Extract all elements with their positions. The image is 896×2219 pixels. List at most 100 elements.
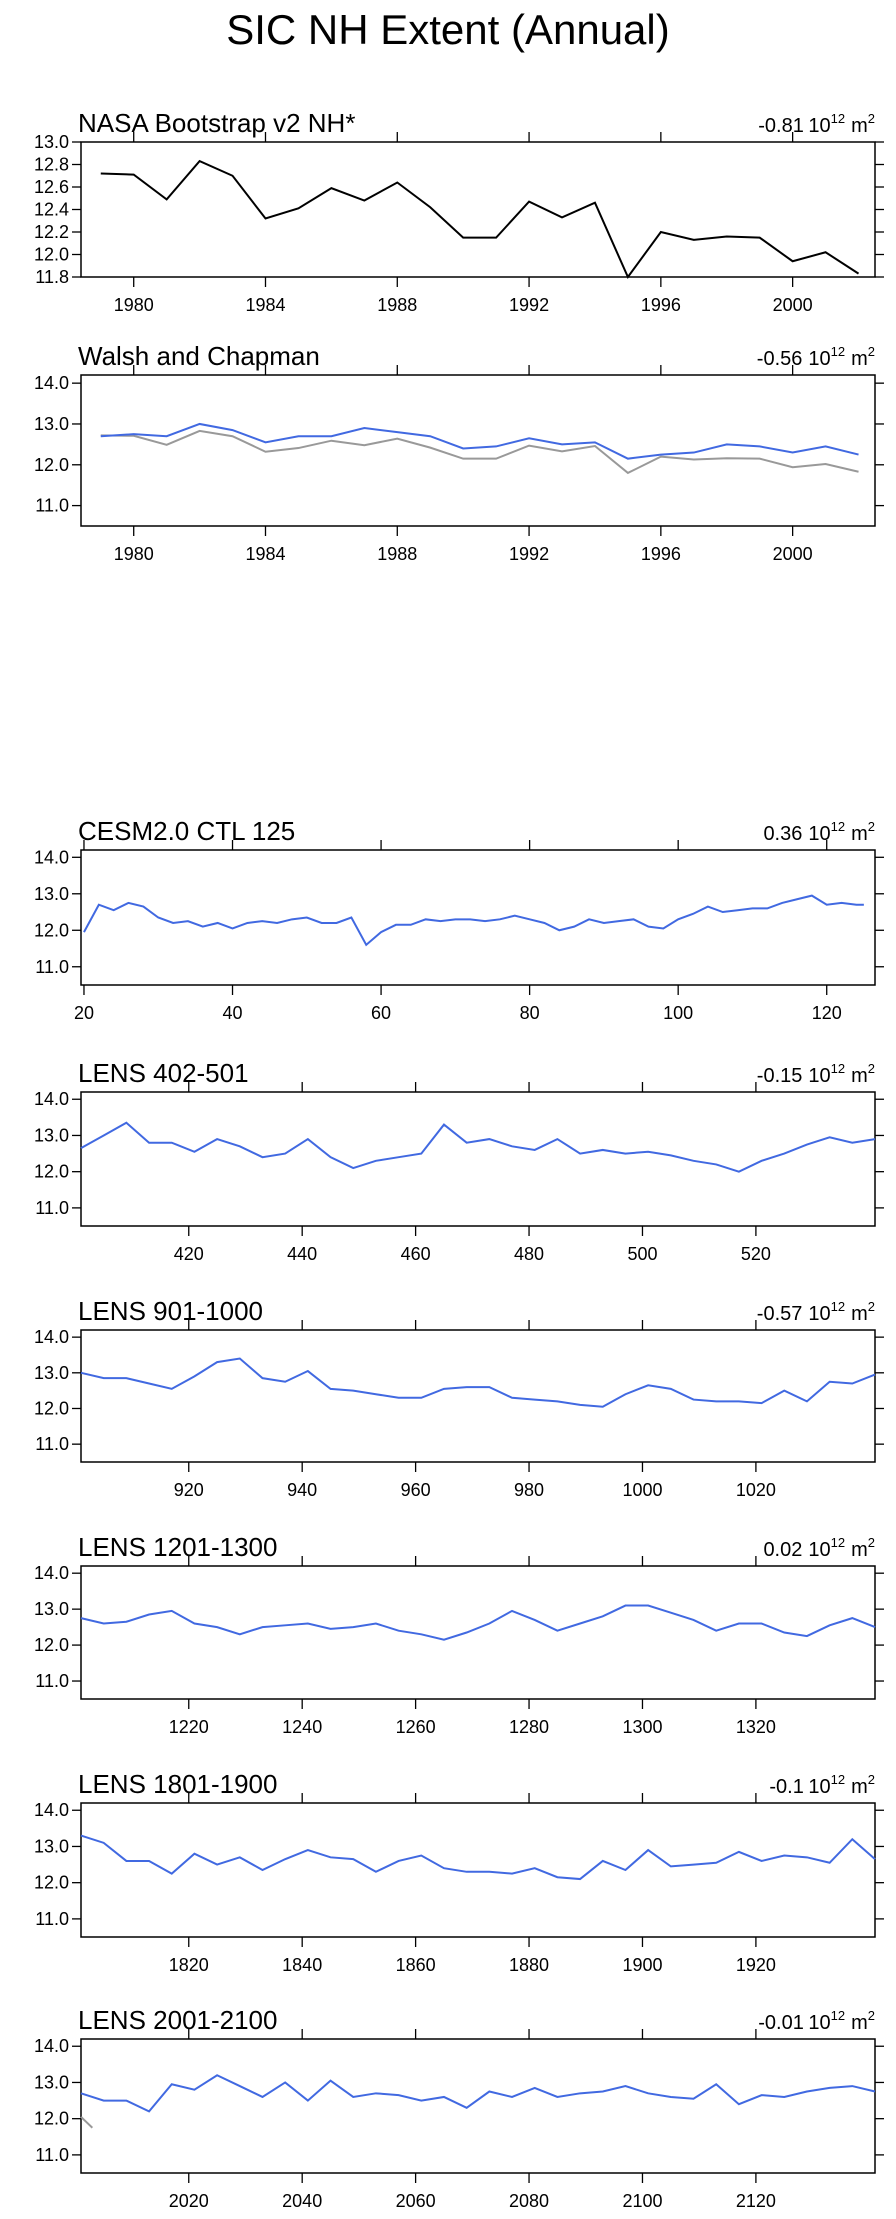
y-tick-label: 12.0: [34, 455, 69, 475]
trend-label: -0.56 1012 m2: [757, 344, 875, 370]
trend-part: 2: [868, 2008, 875, 2023]
trend-part: 12: [831, 1772, 845, 1787]
x-tick-label: 100: [663, 1003, 693, 1023]
trend-part: 12: [831, 1061, 845, 1076]
panel-title: LENS 2001-2100: [78, 2005, 277, 2035]
y-tick-label: 14.0: [34, 1800, 69, 1820]
y-tick-label: 11.0: [35, 1909, 69, 1929]
trend-part: m: [851, 823, 868, 845]
data-line: [80, 1121, 876, 1173]
trend-part: 12: [831, 344, 845, 359]
trend-part: -0.56: [757, 348, 803, 370]
panel: LENS 1801-1900 -0.1 1012 m2 11.0 12.0 13.0 14.0…: [34, 1769, 884, 1975]
y-tick-label: 11.0: [35, 1198, 69, 1218]
x-tick-label: 2100: [622, 2191, 662, 2211]
y-tick-label: 13.0: [34, 414, 69, 434]
trend-part: -0.57: [757, 1303, 803, 1325]
y-tick-label: 11.0: [35, 957, 69, 977]
trend-part: m: [851, 1776, 868, 1798]
x-tick-label: 1920: [736, 1955, 776, 1975]
trend-part: 12: [831, 111, 845, 126]
x-tick-label: 960: [401, 1480, 431, 1500]
trend-part: m: [851, 1065, 868, 1087]
y-tick-label: 13.0: [34, 132, 69, 152]
trend-part: 2: [868, 1061, 875, 1076]
panel: NASA Bootstrap v2 NH* -0.81 1012 m2 11.812.0…: [34, 108, 884, 315]
x-tick-label: 1860: [396, 1955, 436, 1975]
trend-label: -0.1 1012 m2: [769, 1772, 875, 1798]
x-tick-label: 1984: [245, 544, 285, 564]
x-tick-label: 1996: [641, 295, 681, 315]
x-tick-label: 980: [514, 1480, 544, 1500]
trend-part: 12: [831, 2008, 845, 2023]
y-tick-label: 11.0: [35, 2145, 69, 2165]
data-line: [80, 1604, 876, 1641]
plot-frame: [80, 141, 876, 278]
y-tick-label: 12.2: [34, 222, 69, 242]
y-tick-label: 13.0: [34, 1363, 69, 1383]
x-tick-label: 1992: [509, 544, 549, 564]
plot-frame: [80, 1802, 876, 1938]
data-line: [83, 894, 864, 947]
y-tick-label: 11.0: [35, 1434, 69, 1454]
y-tick-label: 12.0: [34, 1635, 69, 1655]
trend-part: 10: [808, 348, 830, 370]
figure-title: SIC NH Extent (Annual): [226, 6, 670, 53]
trend-part: 10: [808, 1539, 830, 1561]
x-tick-label: 1980: [114, 544, 154, 564]
trend-label: 0.02 1012 m2: [763, 1535, 875, 1561]
trend-part: 10: [808, 1303, 830, 1325]
trend-part: 10: [808, 1776, 830, 1798]
x-tick-label: 1300: [622, 1717, 662, 1737]
trend-part: m: [851, 2012, 868, 2034]
plot-frame: [80, 1091, 876, 1227]
y-tick-label: 12.0: [34, 920, 69, 940]
x-tick-label: 500: [627, 1244, 657, 1264]
trend-part: 12: [831, 1535, 845, 1550]
x-tick-label: 2080: [509, 2191, 549, 2211]
y-tick-label: 14.0: [34, 373, 69, 393]
plot-frame: [80, 1565, 876, 1700]
trend-part: 12: [831, 819, 845, 834]
trend-part: 2: [868, 111, 875, 126]
panel: LENS 402-501 -0.15 1012 m2 11.0 12.0 13.0 14.0 4…: [34, 1058, 884, 1264]
x-tick-label: 2020: [169, 2191, 209, 2211]
panel-title: NASA Bootstrap v2 NH*: [78, 108, 355, 138]
y-tick-label: 11.8: [35, 267, 69, 287]
y-tick-label: 13.0: [34, 1836, 69, 1856]
x-tick-label: 1820: [169, 1955, 209, 1975]
y-tick-label: 14.0: [34, 1563, 69, 1583]
x-tick-label: 1000: [622, 1480, 662, 1500]
x-tick-label: 80: [520, 1003, 540, 1023]
y-tick-label: 14.0: [34, 847, 69, 867]
trend-part: 10: [808, 823, 830, 845]
y-tick-label: 14.0: [34, 2036, 69, 2056]
trend-part: 10: [808, 1065, 830, 1087]
x-tick-label: 1880: [509, 1955, 549, 1975]
trend-part: -0.81: [758, 115, 803, 137]
trend-part: m: [851, 1303, 868, 1325]
x-tick-label: 1980: [114, 295, 154, 315]
panel: CESM2.0 CTL 125 0.36 1012 m2 11.0 12.0 13.0 14.…: [34, 816, 884, 1023]
x-tick-label: 1220: [169, 1717, 209, 1737]
x-tick-label: 60: [371, 1003, 391, 1023]
y-tick-label: 12.8: [34, 155, 69, 175]
data-line: [100, 429, 859, 475]
data-line: [80, 2074, 876, 2113]
x-tick-label: 2000: [773, 295, 813, 315]
plot-frame: [80, 374, 876, 527]
plot-frame: [80, 2038, 876, 2174]
panel: Walsh and Chapman -0.56 1012 m2 11.0 12.0 13.0…: [34, 341, 884, 564]
panel-title: LENS 1201-1300: [78, 1532, 277, 1562]
y-tick-label: 13.0: [34, 1125, 69, 1145]
x-tick-label: 520: [741, 1244, 771, 1264]
y-tick-label: 11.0: [35, 1671, 69, 1691]
y-tick-label: 14.0: [34, 1089, 69, 1109]
x-tick-label: 2120: [736, 2191, 776, 2211]
y-tick-label: 12.0: [34, 1162, 69, 1182]
y-tick-label: 14.0: [34, 1327, 69, 1347]
x-tick-label: 2060: [396, 2191, 436, 2211]
trend-part: 2: [868, 819, 875, 834]
trend-label: -0.81 1012 m2: [758, 111, 875, 137]
x-tick-label: 1840: [282, 1955, 322, 1975]
